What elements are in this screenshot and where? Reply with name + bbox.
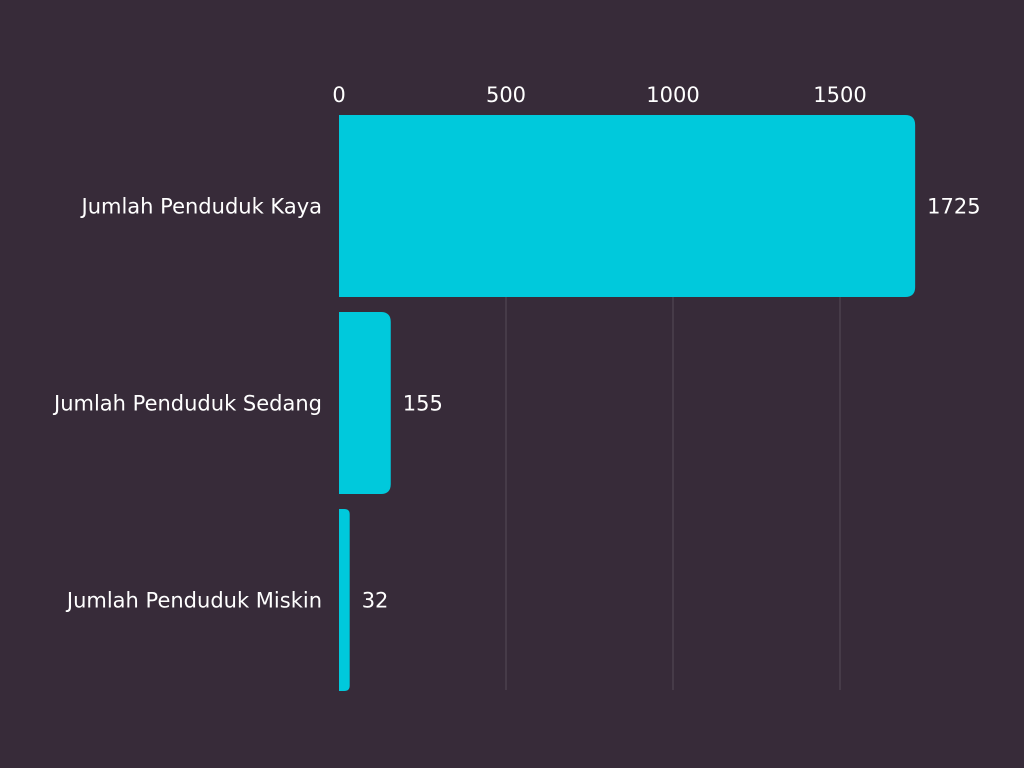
bars xyxy=(339,115,916,691)
x-tick-label: 500 xyxy=(486,83,526,107)
category-label: Jumlah Penduduk Sedang xyxy=(52,391,322,415)
bar-3 xyxy=(339,509,350,691)
category-label: Jumlah Penduduk Miskin xyxy=(65,588,322,612)
bar-1 xyxy=(339,115,916,297)
category-label: Jumlah Penduduk Kaya xyxy=(80,194,322,218)
category-labels: Jumlah Penduduk Kaya Jumlah Penduduk Seda… xyxy=(52,194,322,612)
x-tick-label: 1000 xyxy=(646,83,699,107)
value-labels: 1725 155 32 xyxy=(362,194,981,612)
value-label: 155 xyxy=(403,391,443,415)
x-axis-ticks: 0 500 1000 1500 xyxy=(332,83,866,107)
x-tick-label: 0 xyxy=(332,83,345,107)
bar-2 xyxy=(339,312,391,494)
value-label: 1725 xyxy=(927,194,980,218)
value-label: 32 xyxy=(362,588,389,612)
x-tick-label: 1500 xyxy=(813,83,866,107)
